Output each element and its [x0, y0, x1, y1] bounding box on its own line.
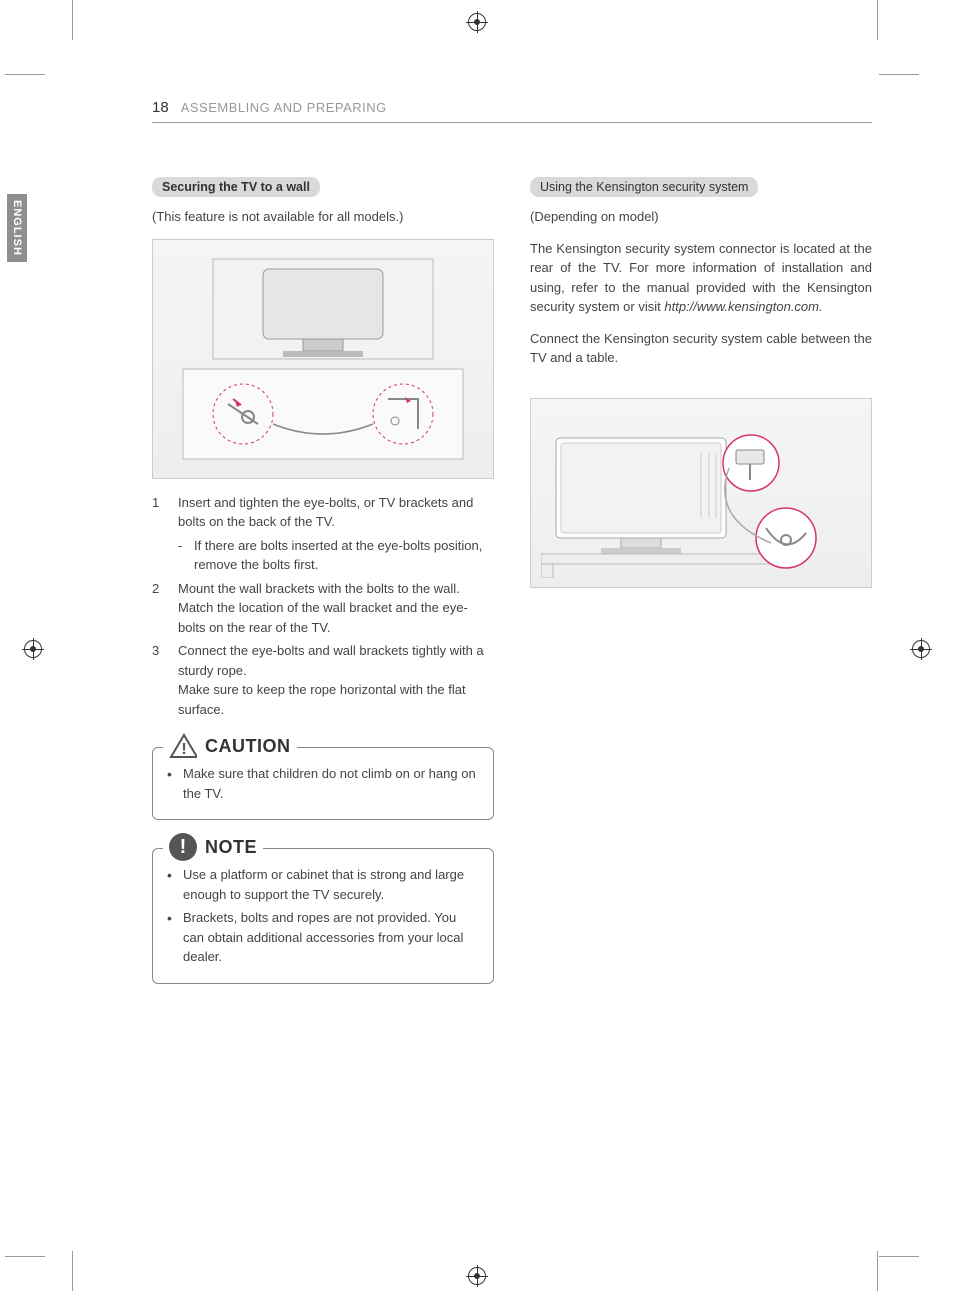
- crop-mark: [879, 1256, 919, 1257]
- step-text: Connect the eye-bolts and wall brackets …: [178, 643, 484, 717]
- crop-mark: [5, 74, 45, 75]
- steps-list: Insert and tighten the eye-bolts, or TV …: [152, 493, 494, 720]
- note-item: Brackets, bolts and ropes are not provid…: [167, 908, 479, 967]
- note-icon: !: [169, 833, 197, 861]
- crop-mark: [877, 0, 878, 40]
- registration-mark-icon: [912, 640, 930, 658]
- crop-mark: [72, 0, 73, 40]
- caution-item: Make sure that children do not climb on …: [167, 764, 479, 803]
- left-column: Securing the TV to a wall (This feature …: [152, 177, 494, 984]
- url-text: http://www.kensington.com.: [664, 299, 822, 314]
- caution-box: ! CAUTION Make sure that children do not…: [152, 747, 494, 820]
- subsection-note: (This feature is not available for all m…: [152, 207, 494, 227]
- subsection-note: (Depending on model): [530, 207, 872, 227]
- step-item: Insert and tighten the eye-bolts, or TV …: [152, 493, 494, 575]
- page-number: 18: [152, 99, 169, 116]
- page-content: ENGLISH 18 ASSEMBLING AND PREPARING Secu…: [72, 74, 882, 1256]
- note-title: NOTE: [205, 837, 257, 858]
- step-text: Insert and tighten the eye-bolts, or TV …: [178, 495, 473, 530]
- wall-mount-illustration: [152, 239, 494, 479]
- note-box: ! NOTE Use a platform or cabinet that is…: [152, 848, 494, 984]
- step-subitem: If there are bolts inserted at the eye-b…: [178, 536, 494, 575]
- step-text: Mount the wall brackets with the bolts t…: [178, 581, 468, 635]
- kensington-illustration: [530, 398, 872, 588]
- language-tab: ENGLISH: [7, 194, 27, 262]
- section-title: ASSEMBLING AND PREPARING: [181, 100, 387, 115]
- subsection-heading: Securing the TV to a wall: [152, 177, 320, 197]
- step-item: Connect the eye-bolts and wall brackets …: [152, 641, 494, 719]
- svg-text:!: !: [181, 741, 186, 758]
- right-column: Using the Kensington security system (De…: [530, 177, 872, 984]
- crop-mark: [877, 1251, 878, 1291]
- caution-title: CAUTION: [205, 736, 291, 757]
- subsection-heading: Using the Kensington security system: [530, 177, 758, 197]
- crop-mark: [879, 74, 919, 75]
- caution-icon: !: [169, 732, 197, 760]
- registration-mark-icon: [468, 1267, 486, 1285]
- registration-mark-icon: [24, 640, 42, 658]
- step-item: Mount the wall brackets with the bolts t…: [152, 579, 494, 638]
- paragraph: The Kensington security system connector…: [530, 239, 872, 317]
- paragraph: Connect the Kensington security system c…: [530, 329, 872, 368]
- crop-mark: [72, 1251, 73, 1291]
- crop-mark: [5, 1256, 45, 1257]
- note-item: Use a platform or cabinet that is strong…: [167, 865, 479, 904]
- registration-mark-icon: [468, 13, 486, 31]
- page-header: 18 ASSEMBLING AND PREPARING: [152, 99, 872, 123]
